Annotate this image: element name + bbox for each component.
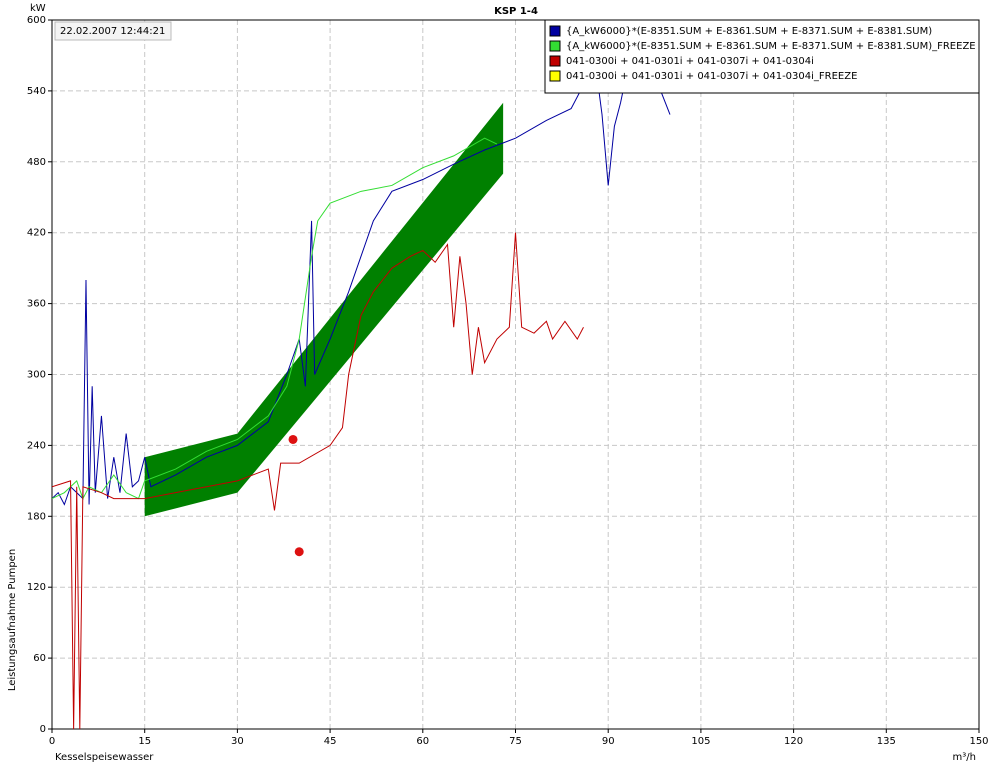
legend-label: 041-0300i + 041-0301i + 041-0307i + 041-… bbox=[566, 71, 857, 82]
tolerance-band bbox=[144, 102, 504, 517]
y-tick-label: 60 bbox=[33, 653, 46, 664]
y-tick-label: 360 bbox=[27, 299, 46, 310]
timestamp-box bbox=[54, 21, 172, 41]
y-tick-label: 480 bbox=[27, 157, 46, 168]
series-line bbox=[52, 232, 584, 729]
x-tick-label: 135 bbox=[877, 736, 896, 747]
y-tick-label: 0 bbox=[40, 724, 46, 735]
y-tick-label: 240 bbox=[27, 440, 46, 451]
series-line bbox=[52, 137, 498, 500]
x-tick-label: 150 bbox=[969, 736, 988, 747]
legend-swatch bbox=[549, 55, 561, 67]
y-tick-label: 120 bbox=[27, 582, 46, 593]
x-tick-label: 120 bbox=[784, 736, 803, 747]
legend-label: 041-0300i + 041-0301i + 041-0307i + 041-… bbox=[566, 56, 814, 67]
y-tick-label: 600 bbox=[27, 15, 46, 26]
legend-label: {A_kW6000}*(E-8351.SUM + E-8361.SUM + E-… bbox=[566, 41, 976, 52]
x-tick-label: 15 bbox=[138, 736, 151, 747]
x-axis-label: Kesselspeisewasser bbox=[55, 752, 154, 763]
x-tick-label: 105 bbox=[691, 736, 710, 747]
x-unit: m³/h bbox=[953, 752, 976, 763]
marker-point bbox=[294, 547, 304, 557]
y-tick-label: 300 bbox=[27, 370, 46, 381]
legend-box bbox=[544, 19, 980, 94]
x-tick-label: 45 bbox=[324, 736, 337, 747]
timestamp: 22.02.2007 12:44:21 bbox=[60, 26, 165, 37]
x-tick-label: 90 bbox=[602, 736, 615, 747]
marker-point bbox=[288, 434, 298, 444]
chart-title: KSP 1-4 bbox=[494, 6, 538, 17]
legend-swatch bbox=[549, 70, 561, 82]
y-tick-label: 420 bbox=[27, 228, 46, 239]
y-axis-label: Leistungsaufnahme Pumpen bbox=[7, 549, 18, 691]
x-tick-label: 60 bbox=[416, 736, 429, 747]
y-tick-label: 540 bbox=[27, 86, 46, 97]
legend-label: {A_kW6000}*(E-8351.SUM + E-8361.SUM + E-… bbox=[566, 26, 932, 37]
legend-swatch bbox=[549, 25, 561, 37]
y-tick-label: 180 bbox=[27, 511, 46, 522]
plot-frame bbox=[51, 19, 980, 730]
x-tick-label: 75 bbox=[509, 736, 522, 747]
x-tick-label: 30 bbox=[231, 736, 244, 747]
x-tick-label: 0 bbox=[49, 736, 55, 747]
legend-swatch bbox=[549, 40, 561, 52]
y-unit: kW bbox=[30, 3, 46, 14]
